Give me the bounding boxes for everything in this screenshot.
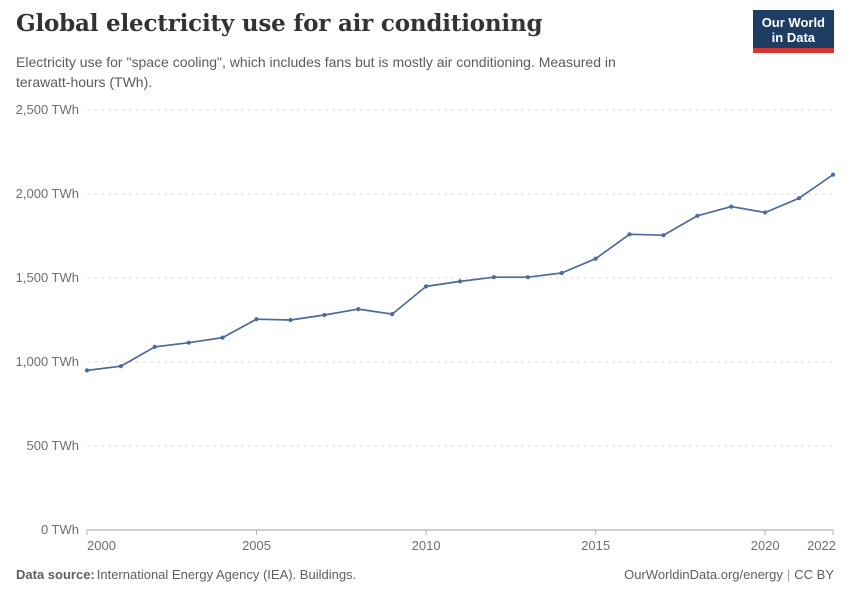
y-axis-label: 2,000 TWh: [16, 186, 79, 201]
data-source-note: Data source: International Energy Agency …: [16, 567, 356, 582]
owid-logo[interactable]: Our World in Data: [752, 10, 834, 53]
owid-url-link[interactable]: OurWorldinData.org/energy: [624, 567, 783, 582]
data-point[interactable]: [118, 364, 123, 369]
x-axis-label: 2005: [242, 538, 271, 553]
data-point[interactable]: [288, 317, 293, 323]
chart-footer: Data source: International Energy Agency …: [16, 567, 834, 582]
y-axis-label: 2,500 TWh: [16, 102, 79, 117]
data-point[interactable]: [186, 340, 191, 345]
owid-logo-line2: in Data: [771, 30, 816, 45]
data-source-text: International Energy Agency (IEA). Build…: [96, 567, 357, 582]
y-axis-label: 500 TWh: [26, 438, 79, 453]
x-axis-label: 2000: [87, 538, 116, 553]
owid-logo-line1: Our World: [761, 15, 825, 30]
y-axis-label: 0 TWh: [41, 522, 79, 537]
chart-subtitle-line1: Electricity use for "space cooling", whi…: [16, 54, 616, 70]
chart-title: Global electricity use for air condition…: [16, 10, 543, 37]
x-axis-label: 2020: [751, 538, 780, 553]
footer-links: OurWorldinData.org/energy | CC BY: [624, 567, 834, 582]
data-point[interactable]: [152, 344, 157, 349]
data-point[interactable]: [559, 270, 564, 276]
data-point[interactable]: [457, 279, 463, 284]
data-point[interactable]: [220, 335, 225, 340]
footer-separator: |: [786, 567, 791, 582]
data-point[interactable]: [593, 256, 598, 261]
data-point[interactable]: [356, 307, 361, 312]
data-point[interactable]: [322, 312, 327, 318]
data-line-world: [86, 173, 834, 372]
data-point[interactable]: [763, 210, 768, 215]
data-point[interactable]: [390, 312, 395, 317]
data-point[interactable]: [627, 232, 632, 237]
data-point[interactable]: [254, 317, 259, 322]
y-axis-label: 1,000 TWh: [16, 354, 79, 369]
data-point[interactable]: [729, 204, 734, 209]
data-point[interactable]: [491, 275, 496, 280]
data-point[interactable]: [661, 233, 666, 238]
data-point[interactable]: [695, 213, 700, 218]
data-point[interactable]: [797, 196, 802, 201]
data-source-label: Data source:: [16, 567, 95, 582]
data-point[interactable]: [525, 275, 530, 280]
y-axis-label: 1,500 TWh: [16, 270, 79, 285]
chart-subtitle-line2: terawatt-hours (TWh).: [16, 74, 153, 90]
license-link[interactable]: CC BY: [794, 567, 834, 582]
chart-subtitle: Electricity use for "space cooling", whi…: [16, 52, 616, 92]
x-axis-label: 2015: [581, 538, 610, 553]
data-point[interactable]: [830, 172, 836, 177]
data-point[interactable]: [84, 368, 90, 373]
data-point[interactable]: [424, 284, 429, 289]
x-axis-label: 2022: [807, 538, 836, 553]
x-axis-label: 2010: [412, 538, 441, 553]
